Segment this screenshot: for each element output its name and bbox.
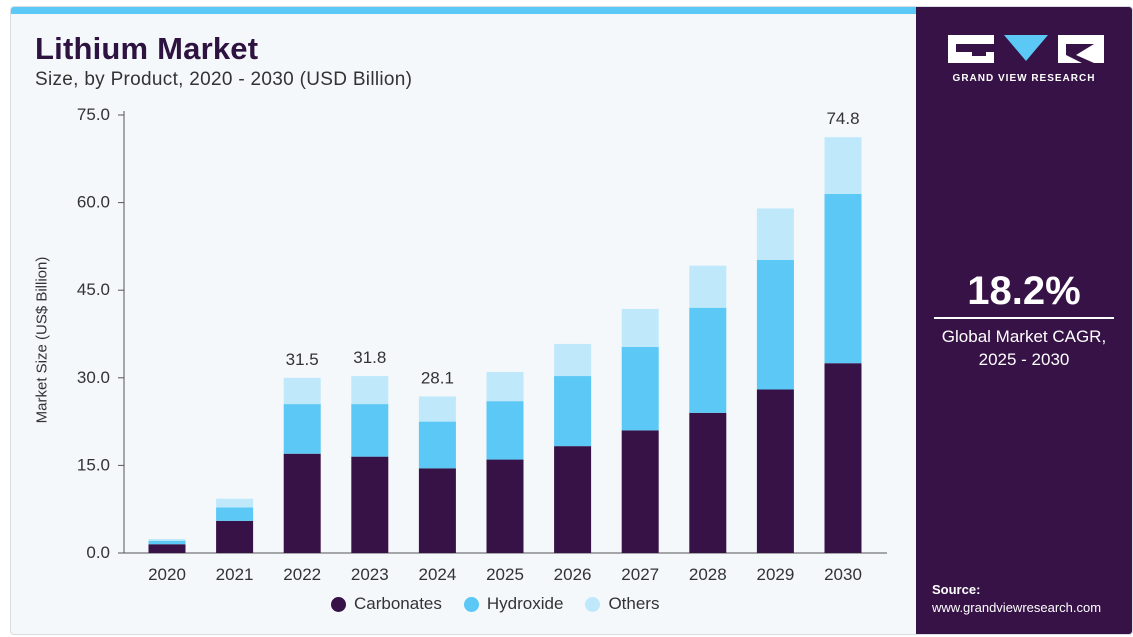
stacked-bar-chart: 0.0 15.0 30.0 45.0 60.0 75.0 2020 2021 2022 31.5 2… xyxy=(77,105,887,584)
x-tick-label-2028: 2028 xyxy=(689,565,727,584)
x-tick-label-2027: 2027 xyxy=(621,565,659,584)
legend-swatch-others xyxy=(585,596,601,612)
bar-hydroxide-2023 xyxy=(351,404,389,457)
bar-hydroxide-2028 xyxy=(689,307,727,413)
y-tick-label-60-0: 60.0 xyxy=(77,193,110,212)
x-tick-label-2021: 2021 xyxy=(216,565,254,584)
bar-others-2020 xyxy=(148,538,186,541)
bar-carbonates-2021 xyxy=(216,520,254,553)
data-label-2024: 28.1 xyxy=(421,368,454,387)
bar-hydroxide-2029 xyxy=(756,259,794,390)
bar-others-2027 xyxy=(621,308,659,347)
x-tick-label-2020: 2020 xyxy=(148,565,186,584)
bar-carbonates-2028 xyxy=(689,412,727,553)
bar-others-2024 xyxy=(418,396,456,422)
chart-subtitle: Size, by Product, 2020 - 2030 (USD Billi… xyxy=(35,69,413,90)
y-tick-label-45-0: 45.0 xyxy=(77,280,110,299)
bar-carbonates-2030 xyxy=(824,363,862,553)
cagr-label: Global Market CAGR, 2025 - 2030 xyxy=(916,325,1132,371)
x-tick-label-2029: 2029 xyxy=(756,565,794,584)
bar-others-2021 xyxy=(216,498,254,508)
bar-hydroxide-2020 xyxy=(148,540,186,545)
y-axis-label: Market Size (US$ Billion) xyxy=(33,256,51,424)
bar-others-2026 xyxy=(554,343,592,377)
bar-carbonates-2029 xyxy=(756,389,794,553)
bar-carbonates-2020 xyxy=(148,544,186,553)
bar-carbonates-2023 xyxy=(351,456,389,553)
y-tick-label-15-0: 15.0 xyxy=(77,455,110,474)
x-tick-label-2030: 2030 xyxy=(824,565,862,584)
legend-swatch-carbonates xyxy=(331,596,346,612)
x-tick-label-2022: 2022 xyxy=(283,565,321,584)
data-label-2022: 31.5 xyxy=(286,350,319,369)
chart-legend: Carbonates Hydroxide Others xyxy=(331,594,659,614)
data-label-2030: 74.8 xyxy=(826,109,859,128)
legend-item-hydroxide: Hydroxide xyxy=(463,594,564,614)
cagr-value: 18.2% xyxy=(967,269,1081,313)
data-label-2023: 31.8 xyxy=(353,348,386,367)
bar-others-2028 xyxy=(689,265,727,308)
bar-hydroxide-2027 xyxy=(621,346,659,431)
bar-others-2029 xyxy=(756,208,794,260)
bar-carbonates-2027 xyxy=(621,430,659,553)
legend-label-others: Others xyxy=(608,594,660,613)
legend-swatch-hydroxide xyxy=(463,596,479,612)
x-tick-label-2025: 2025 xyxy=(486,565,524,584)
bar-hydroxide-2026 xyxy=(554,376,592,447)
cagr-divider xyxy=(934,317,1114,319)
bar-hydroxide-2024 xyxy=(418,421,456,469)
legend-item-others: Others xyxy=(585,594,659,614)
legend-label-carbonates: Carbonates xyxy=(354,594,442,613)
x-tick-label-2026: 2026 xyxy=(554,565,592,584)
y-tick-label-0-0: 0.0 xyxy=(86,543,110,562)
bar-hydroxide-2021 xyxy=(216,507,254,521)
cagr-label-line1: Global Market CAGR, xyxy=(941,327,1107,346)
source-label: Source: xyxy=(932,582,981,597)
x-tick-label-2024: 2024 xyxy=(418,565,456,584)
y-tick-label-75-0: 75.0 xyxy=(77,105,110,124)
y-tick-label-30-0: 30.0 xyxy=(77,368,110,387)
bar-carbonates-2026 xyxy=(554,446,592,553)
bar-carbonates-2025 xyxy=(486,459,524,553)
bar-carbonates-2024 xyxy=(418,468,456,553)
chart-title: Lithium Market xyxy=(35,31,259,66)
bar-others-2022 xyxy=(283,377,321,405)
bar-carbonates-2022 xyxy=(283,453,321,553)
sidebar-panel: GRAND VIEW RESEARCH 18.2% Global Market … xyxy=(916,7,1132,634)
bar-others-2025 xyxy=(486,371,524,402)
infographic-card: Lithium Market Size, by Product, 2020 - … xyxy=(10,6,1133,635)
cagr-label-line2: 2025 - 2030 xyxy=(978,350,1070,369)
bar-others-2030 xyxy=(824,137,862,194)
accent-top-bar xyxy=(11,7,916,14)
bar-hydroxide-2022 xyxy=(283,404,321,454)
bar-hydroxide-2025 xyxy=(486,401,524,460)
legend-label-hydroxide: Hydroxide xyxy=(486,594,564,613)
bar-hydroxide-2030 xyxy=(824,193,862,364)
bar-others-2023 xyxy=(351,376,389,405)
x-tick-label-2023: 2023 xyxy=(351,565,389,584)
gvr-logo-icon xyxy=(948,35,1104,63)
source-link[interactable]: www.grandviewresearch.com xyxy=(932,600,1102,615)
legend-item-carbonates: Carbonates xyxy=(331,594,442,614)
logo-wordmark: GRAND VIEW RESEARCH xyxy=(952,73,1096,84)
